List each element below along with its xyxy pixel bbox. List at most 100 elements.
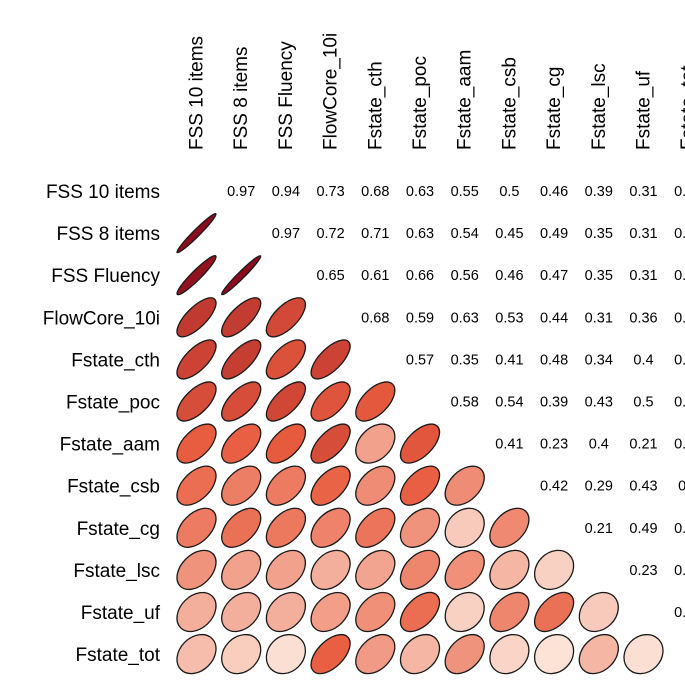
ellipse-fstate-tot-flowcore-10i bbox=[310, 633, 351, 675]
row-label-fstate-cth: Fstate_cth bbox=[71, 350, 160, 371]
value-fss-10-items-fstate-poc: 0.63 bbox=[406, 184, 434, 200]
ellipse-fstate-csb-fstate-aam bbox=[444, 465, 485, 506]
value-fss-fluency-fstate-cth: 0.61 bbox=[361, 268, 389, 284]
value-fstate-cg-fstate-uf: 0.49 bbox=[629, 521, 657, 537]
value-fss-10-items-fstate-csb: 0.5 bbox=[499, 184, 519, 200]
row-label-fss-fluency: FSS Fluency bbox=[51, 266, 160, 287]
value-fstate-csb-fstate-tot: 0.2 bbox=[678, 479, 685, 495]
ellipse-fstate-lsc-fstate-csb bbox=[489, 549, 530, 591]
ellipse-fstate-lsc-flowcore-10i bbox=[310, 549, 351, 591]
value-fstate-csb-fstate-uf: 0.43 bbox=[629, 479, 657, 495]
value-fss-10-items-fstate-lsc: 0.39 bbox=[585, 184, 613, 200]
ellipse-fstate-csb-fstate-poc bbox=[399, 465, 441, 506]
ellipse-fstate-tot-fstate-cg bbox=[533, 633, 575, 675]
ellipse-fstate-cg-fstate-aam bbox=[444, 507, 485, 548]
ellipse-fstate-csb-fss-10-items bbox=[176, 465, 217, 506]
row-label-fss-10-items: FSS 10 items bbox=[46, 182, 160, 203]
value-fstate-cth-fstate-tot: 0.37 bbox=[674, 352, 685, 368]
ellipse-fstate-aam-fss-10-items bbox=[176, 423, 217, 464]
ellipse-fstate-tot-fss-fluency bbox=[265, 633, 307, 675]
ellipse-fstate-poc-fstate-cth bbox=[355, 381, 396, 422]
value-fstate-lsc-fstate-uf: 0.23 bbox=[629, 563, 657, 579]
ellipse-fstate-lsc-fstate-poc bbox=[399, 549, 441, 591]
ellipse-fstate-lsc-fstate-cth bbox=[355, 549, 396, 591]
value-fss-fluency-fstate-aam: 0.56 bbox=[451, 268, 479, 284]
ellipse-fstate-tot-fstate-aam bbox=[444, 633, 485, 675]
ellipse-fstate-cth-fss-8-items bbox=[221, 339, 262, 380]
column-label-fss-10-items: FSS 10 items bbox=[187, 36, 208, 150]
value-fss-10-items-fstate-uf: 0.31 bbox=[629, 184, 657, 200]
ellipse-fstate-csb-fstate-cth bbox=[355, 465, 396, 506]
value-fss-8-items-fstate-cg: 0.49 bbox=[540, 226, 568, 242]
value-fstate-aam-fstate-csb: 0.41 bbox=[495, 437, 523, 453]
value-fss-fluency-fstate-cg: 0.47 bbox=[540, 268, 568, 284]
ellipse-fstate-uf-fstate-csb bbox=[489, 591, 530, 633]
ellipse-fstate-tot-fstate-cth bbox=[355, 633, 396, 675]
value-fss-8-items-fstate-tot: 0.22 bbox=[674, 226, 685, 242]
row-label-fstate-tot: Fstate_tot bbox=[76, 645, 161, 666]
ellipse-fstate-uf-fss-fluency bbox=[265, 591, 307, 633]
ellipse-fstate-aam-flowcore-10i bbox=[310, 423, 351, 464]
value-fstate-cth-fstate-lsc: 0.34 bbox=[585, 352, 613, 368]
ellipse-fstate-uf-fstate-cth bbox=[355, 591, 396, 633]
column-label-fstate-cth: Fstate_cth bbox=[365, 61, 386, 150]
value-flowcore-10i-fstate-csb: 0.53 bbox=[495, 310, 523, 326]
value-flowcore-10i-fstate-poc: 0.59 bbox=[406, 310, 434, 326]
ellipse-fss-fluency-fss-8-items bbox=[221, 255, 262, 296]
ellipse-fstate-uf-fss-10-items bbox=[176, 591, 217, 633]
value-fss-8-items-fstate-lsc: 0.35 bbox=[585, 226, 613, 242]
value-fss-8-items-fstate-aam: 0.54 bbox=[451, 226, 479, 242]
ellipse-fstate-uf-flowcore-10i bbox=[310, 591, 351, 633]
value-fss-fluency-fstate-lsc: 0.35 bbox=[585, 268, 613, 284]
ellipse-fstate-csb-fss-fluency bbox=[265, 465, 307, 506]
ellipse-fstate-tot-fstate-lsc bbox=[578, 633, 619, 675]
ellipse-fstate-uf-fstate-lsc bbox=[578, 591, 619, 633]
ellipse-fstate-uf-fstate-poc bbox=[399, 591, 441, 633]
ellipse-fstate-cg-fss-10-items bbox=[176, 507, 217, 548]
ellipse-fstate-cg-fstate-csb bbox=[489, 507, 530, 548]
ellipse-fstate-poc-flowcore-10i bbox=[310, 381, 351, 422]
value-fss-8-items-flowcore-10i: 0.72 bbox=[316, 226, 344, 242]
ellipse-fstate-tot-fss-10-items bbox=[176, 633, 217, 675]
row-label-fss-8-items: FSS 8 items bbox=[57, 224, 160, 245]
column-label-flowcore-10i: FlowCore_10i bbox=[321, 33, 342, 150]
column-labels: FSS 10 items FSS 8 items FSS Fluency FlowCo… bbox=[187, 33, 685, 150]
value-fstate-cth-fstate-csb: 0.41 bbox=[495, 352, 523, 368]
ellipse-fstate-cg-fss-fluency bbox=[265, 507, 307, 548]
column-label-fstate-aam: Fstate_aam bbox=[455, 50, 476, 150]
ellipse-fstate-cth-flowcore-10i bbox=[310, 339, 351, 380]
column-label-fstate-tot: Fstate_tot bbox=[678, 65, 685, 150]
ellipse-fstate-uf-fss-8-items bbox=[221, 591, 262, 633]
value-fstate-csb-fstate-lsc: 0.29 bbox=[585, 479, 613, 495]
value-fstate-poc-fstate-tot: 0.29 bbox=[674, 395, 685, 411]
value-fstate-poc-fstate-uf: 0.5 bbox=[633, 395, 653, 411]
ellipse-fstate-csb-flowcore-10i bbox=[310, 465, 351, 506]
value-fstate-aam-fstate-uf: 0.21 bbox=[629, 437, 657, 453]
row-label-fstate-uf: Fstate_uf bbox=[81, 603, 161, 624]
value-fstate-lsc-fstate-tot: 0.29 bbox=[674, 563, 685, 579]
value-fstate-cth-fstate-cg: 0.48 bbox=[540, 352, 568, 368]
ellipse-fstate-aam-fstate-poc bbox=[399, 423, 441, 464]
value-fss-8-items-fstate-poc: 0.63 bbox=[406, 226, 434, 242]
value-fstate-cg-fstate-tot: 0.16 bbox=[674, 521, 685, 537]
value-fstate-poc-fstate-cg: 0.39 bbox=[540, 395, 568, 411]
value-fss-fluency-fstate-uf: 0.31 bbox=[629, 268, 657, 284]
value-fstate-uf-fstate-tot: 0.17 bbox=[674, 605, 685, 621]
ellipse-fstate-lsc-fstate-aam bbox=[444, 549, 485, 591]
row-label-fstate-lsc: Fstate_lsc bbox=[73, 561, 160, 582]
value-fss-fluency-fstate-tot: 0.17 bbox=[674, 268, 685, 284]
ellipse-fstate-cg-fstate-cth bbox=[355, 507, 396, 548]
value-flowcore-10i-fstate-cth: 0.68 bbox=[361, 310, 389, 326]
ellipse-fstate-lsc-fss-fluency bbox=[265, 549, 307, 591]
value-fss-fluency-fstate-csb: 0.46 bbox=[495, 268, 523, 284]
value-fss-8-items-fss-fluency: 0.97 bbox=[272, 226, 300, 242]
value-fstate-aam-fstate-lsc: 0.4 bbox=[589, 437, 609, 453]
column-label-fstate-uf: Fstate_uf bbox=[634, 70, 655, 150]
value-fstate-aam-fstate-cg: 0.23 bbox=[540, 437, 568, 453]
ellipse-fstate-csb-fss-8-items bbox=[221, 465, 262, 506]
value-flowcore-10i-fstate-cg: 0.44 bbox=[540, 310, 568, 326]
ellipse-fstate-aam-fss-8-items bbox=[221, 423, 262, 464]
value-flowcore-10i-fstate-aam: 0.63 bbox=[451, 310, 479, 326]
column-label-fstate-cg: Fstate_cg bbox=[544, 67, 565, 150]
